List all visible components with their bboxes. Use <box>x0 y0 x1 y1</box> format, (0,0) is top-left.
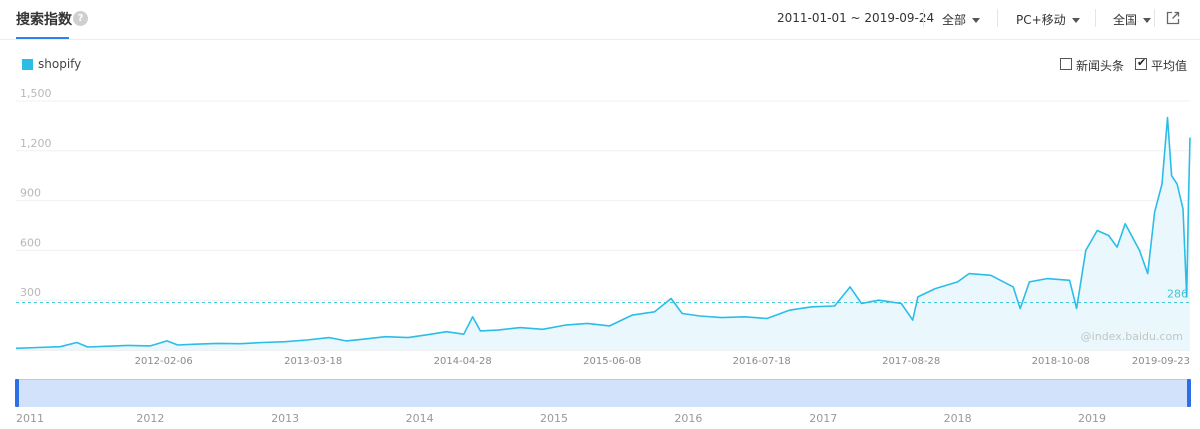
scope-value: 全部 <box>942 13 967 27</box>
slider-year-label: 2018 <box>944 412 972 425</box>
y-tick-label: 1,200 <box>20 137 52 150</box>
chevron-down-icon <box>1143 18 1152 23</box>
device-select[interactable]: PC+移动 <box>1016 11 1080 28</box>
y-tick-label: 1,500 <box>20 87 52 100</box>
slider-year-label: 2015 <box>540 412 568 425</box>
x-tick-label: 2018-10-08 <box>1032 356 1090 367</box>
slider-year-label: 2012 <box>136 412 164 425</box>
slider-year-label: 2016 <box>674 412 702 425</box>
series-area-fill <box>16 117 1190 350</box>
date-range-picker[interactable]: 2011-01-01 ~ 2019-09-24 <box>777 11 935 25</box>
range-slider-selection[interactable] <box>16 379 1190 407</box>
legend-swatch[interactable] <box>22 59 33 70</box>
divider <box>923 9 924 27</box>
page-title: 搜索指数 <box>16 12 72 28</box>
x-tick-label: 2012-02-06 <box>135 356 193 367</box>
device-value: PC+移动 <box>1016 13 1066 27</box>
y-tick-label: 300 <box>20 286 41 299</box>
scope-select[interactable]: 全部 <box>942 11 981 28</box>
average-checkbox[interactable]: ✔ <box>1135 56 1147 70</box>
average-checkbox-label[interactable]: 平均值 <box>1151 59 1188 73</box>
divider <box>997 9 998 27</box>
slider-year-label: 2019 <box>1078 412 1106 425</box>
average-value-label: 286 <box>1167 288 1188 301</box>
external-link-icon[interactable] <box>1165 10 1181 26</box>
question-circle-icon[interactable]: ? <box>73 11 88 26</box>
legend-series-label[interactable]: shopify <box>38 57 82 71</box>
x-tick-label: 2019-09-23 <box>1132 356 1190 367</box>
news-checkbox[interactable] <box>1060 58 1072 70</box>
region-value: 全国 <box>1113 13 1138 27</box>
y-tick-label: 900 <box>20 187 41 200</box>
slider-year-label: 2013 <box>271 412 299 425</box>
header-bar: 搜索指数 ? 2011-01-01 ~ 2019-09-24 全部 PC+移动 … <box>0 0 1200 40</box>
x-tick-label: 2017-08-28 <box>882 356 940 367</box>
x-tick-label: 2014-04-28 <box>434 356 492 367</box>
chevron-down-icon <box>972 18 981 23</box>
y-tick-label: 600 <box>20 236 41 249</box>
range-slider-left-handle[interactable] <box>15 379 19 407</box>
range-slider-right-handle[interactable] <box>1187 379 1191 407</box>
checkmark-icon: ✔ <box>1137 56 1147 69</box>
slider-year-label: 2014 <box>406 412 434 425</box>
chevron-down-icon <box>1071 18 1080 23</box>
divider <box>1154 9 1155 27</box>
news-checkbox-label[interactable]: 新闻头条 <box>1076 59 1125 73</box>
slider-year-label: 2017 <box>809 412 837 425</box>
x-tick-label: 2015-06-08 <box>583 356 641 367</box>
active-tab-underline <box>16 37 69 39</box>
slider-year-label: 2011 <box>16 412 44 425</box>
region-select[interactable]: 全国 <box>1113 11 1152 28</box>
series-line-shopify[interactable] <box>15 116 1191 350</box>
x-tick-label: 2013-03-18 <box>284 356 342 367</box>
x-tick-label: 2016-07-18 <box>733 356 791 367</box>
watermark-text: @index.baidu.com <box>1081 330 1183 343</box>
divider <box>1095 9 1096 27</box>
